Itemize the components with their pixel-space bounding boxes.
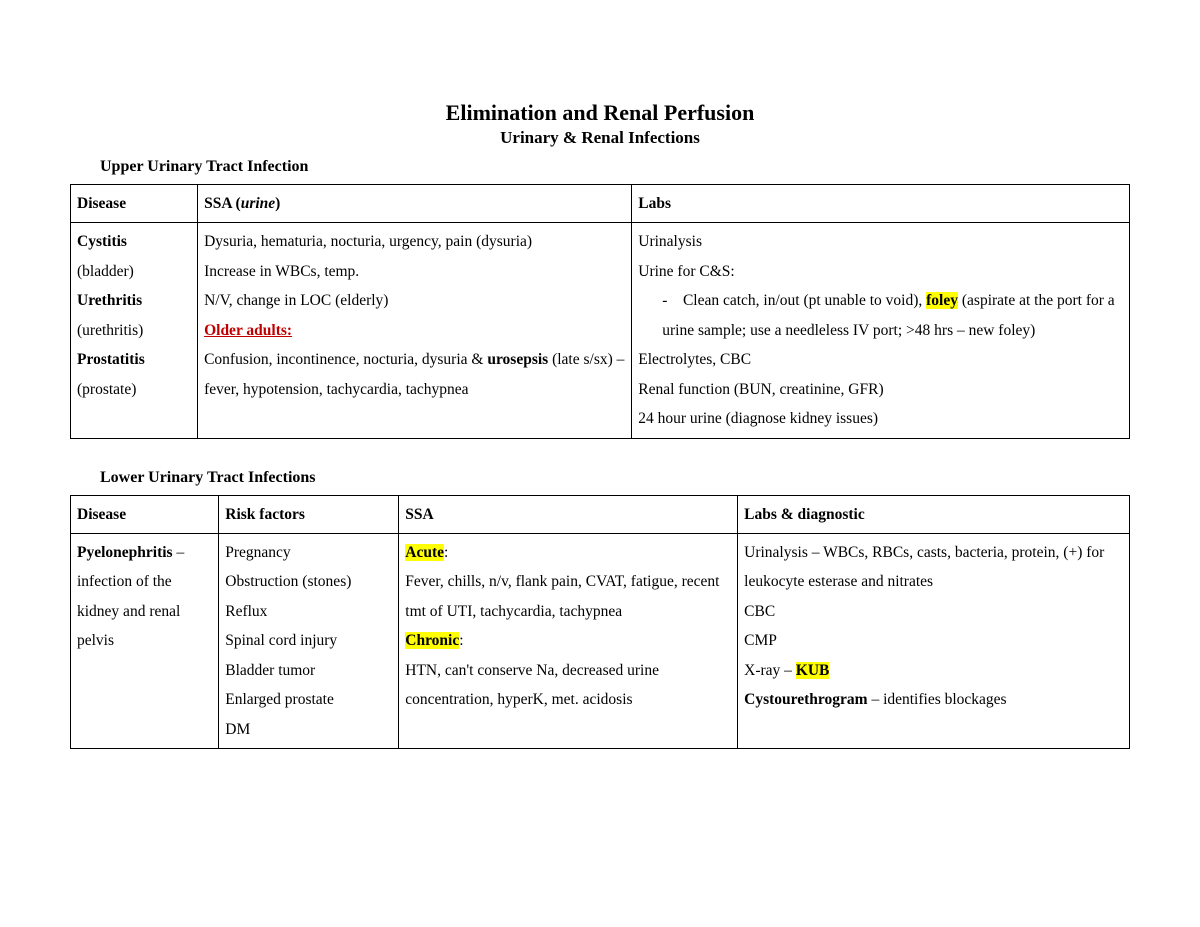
- page-subtitle: Urinary & Renal Infections: [70, 128, 1130, 148]
- section1-label: Upper Urinary Tract Infection: [100, 158, 1130, 176]
- col-header-labs: Labs: [632, 185, 1130, 223]
- col-header-risk: Risk factors: [219, 495, 399, 533]
- highlight-foley: foley: [926, 292, 958, 309]
- highlight-chronic: Chronic: [405, 632, 459, 649]
- highlight-acute: Acute: [405, 544, 444, 561]
- table-row: Pyelonephritis – infection of the kidney…: [71, 533, 1130, 748]
- col-header-ssa: SSA: [399, 495, 738, 533]
- risk-cell: Pregnancy Obstruction (stones) Reflux Sp…: [219, 533, 399, 748]
- col-header-labs: Labs & diagnostic: [738, 495, 1130, 533]
- col-header-disease: Disease: [71, 185, 198, 223]
- disease-cell: Pyelonephritis – infection of the kidney…: [71, 533, 219, 748]
- section2-label: Lower Urinary Tract Infections: [100, 469, 1130, 487]
- col-header-ssa: SSA (urine): [198, 185, 632, 223]
- ssa-cell: Dysuria, hematuria, nocturia, urgency, p…: [198, 223, 632, 438]
- labs-cell: Urinalysis – WBCs, RBCs, casts, bacteria…: [738, 533, 1130, 748]
- disease-cell: Cystitis (bladder) Urethritis (urethriti…: [71, 223, 198, 438]
- page-title: Elimination and Renal Perfusion: [70, 100, 1130, 126]
- table-row: Cystitis (bladder) Urethritis (urethriti…: [71, 223, 1130, 438]
- table-header-row: Disease Risk factors SSA Labs & diagnost…: [71, 495, 1130, 533]
- table-header-row: Disease SSA (urine) Labs: [71, 185, 1130, 223]
- ssa-cell: Acute: Fever, chills, n/v, flank pain, C…: [399, 533, 738, 748]
- upper-uti-table: Disease SSA (urine) Labs Cystitis (bladd…: [70, 184, 1130, 439]
- document-page: Elimination and Renal Perfusion Urinary …: [0, 0, 1200, 879]
- labs-cell: Urinalysis Urine for C&S: - Clean catch,…: [632, 223, 1130, 438]
- lower-uti-table: Disease Risk factors SSA Labs & diagnost…: [70, 495, 1130, 750]
- highlight-kub: KUB: [796, 662, 830, 679]
- col-header-disease: Disease: [71, 495, 219, 533]
